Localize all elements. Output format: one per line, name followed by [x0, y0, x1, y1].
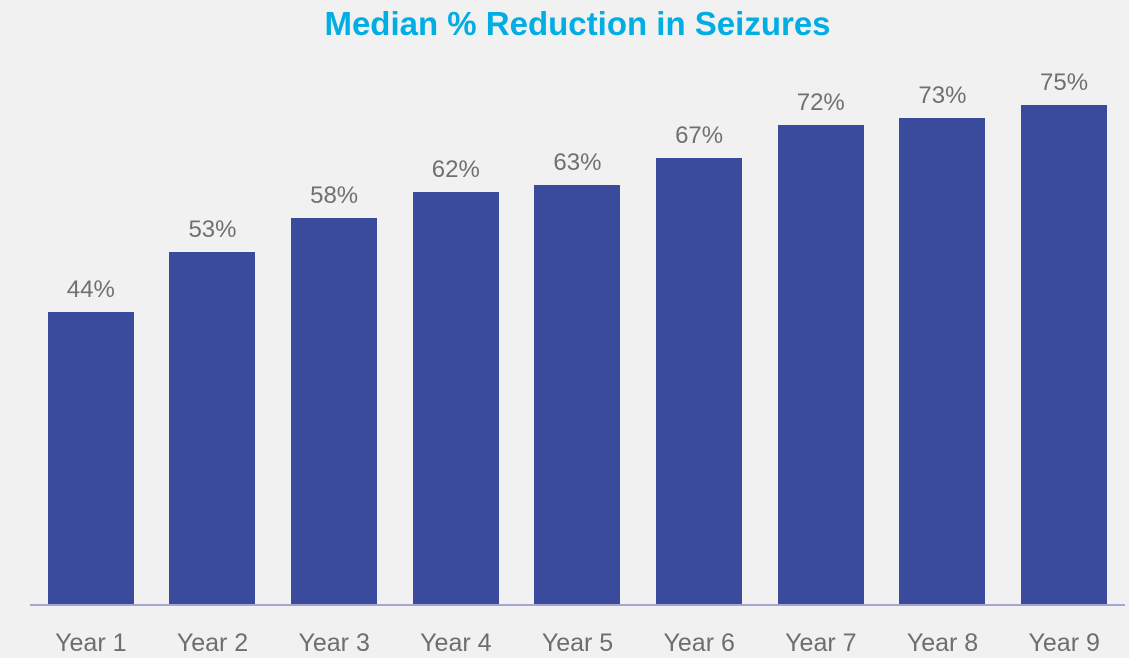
x-axis-label: Year 3: [298, 629, 370, 657]
bar: [777, 125, 864, 605]
bar: [1021, 105, 1108, 605]
data-label: 44%: [66, 276, 115, 304]
bar: [656, 158, 743, 605]
data-label: 73%: [918, 82, 967, 110]
data-label: 63%: [553, 149, 602, 177]
bar-group: 72%: [777, 89, 864, 605]
chart-title: Median % Reduction in Seizures: [324, 5, 831, 42]
x-axis-label: Year 1: [55, 629, 127, 657]
x-axis-label: Year 4: [420, 629, 492, 657]
data-label: 67%: [675, 122, 724, 150]
bar-group: 67%: [656, 122, 743, 605]
plot-area: 44% 53% 58% 62% 63% 67% 72% 73% 75%: [30, 69, 1125, 605]
bar-group: 53%: [169, 216, 256, 605]
bar: [47, 312, 134, 605]
bar: [899, 118, 986, 605]
x-axis-label: Year 9: [1028, 629, 1100, 657]
bar-group: 63%: [534, 149, 621, 605]
data-label: 58%: [310, 182, 359, 210]
x-axis-labels: Year 1 Year 2 Year 3 Year 4 Year 5 Year 6 Year…: [30, 629, 1125, 658]
x-axis-line: [30, 604, 1125, 606]
bar-group: 75%: [1021, 69, 1108, 605]
x-axis-label: Year 2: [176, 629, 249, 657]
x-axis-label: Year 6: [663, 629, 735, 657]
data-label: 75%: [1040, 69, 1089, 97]
data-label: 62%: [431, 156, 480, 184]
data-label: 53%: [188, 216, 237, 244]
bar: [412, 192, 499, 605]
bar-group: 58%: [291, 182, 378, 605]
x-axis-label: Year 5: [541, 629, 614, 657]
bar-group: 44%: [47, 276, 134, 605]
bar: [534, 185, 621, 605]
bar-group: 62%: [412, 156, 499, 605]
data-label: 72%: [796, 89, 845, 117]
x-axis-label: Year 7: [785, 629, 857, 657]
x-axis-label: Year 8: [906, 629, 979, 657]
bar: [291, 218, 378, 605]
bar: [169, 252, 256, 605]
bar-group: 73%: [899, 82, 986, 605]
